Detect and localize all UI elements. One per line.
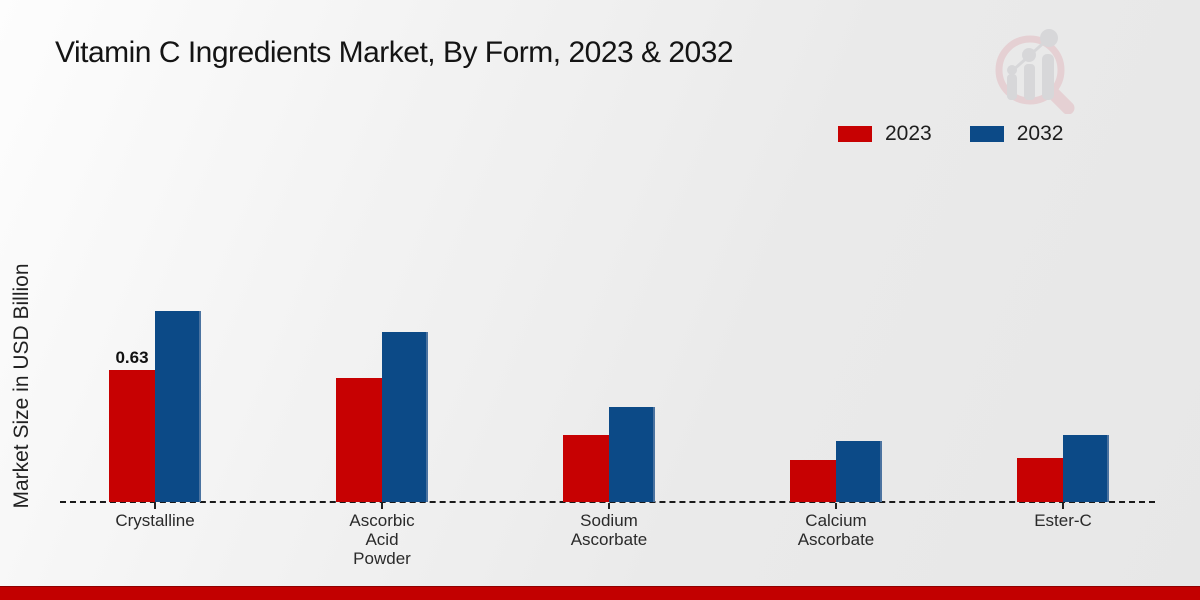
x-axis-category-label: Ascorbic Acid Powder <box>349 511 415 568</box>
legend-swatch-2032 <box>969 126 1004 142</box>
bar-2032-sodium-ascorbate <box>609 407 655 502</box>
bar-2032-ester-c <box>1063 435 1109 502</box>
legend-label-2032: 2032 <box>1016 122 1064 145</box>
x-axis-baseline <box>60 501 1155 503</box>
bar-data-label: 0.63 <box>115 348 149 367</box>
legend-label-2023: 2023 <box>885 122 932 145</box>
x-axis-category-label: Crystalline <box>115 511 195 530</box>
bar-2032-ascorbic-acid-powder <box>382 332 428 502</box>
bar-2023-crystalline <box>109 370 155 502</box>
x-axis-tick <box>835 503 837 509</box>
x-axis-tick <box>1062 503 1064 509</box>
x-axis-tick <box>154 503 156 509</box>
bottom-accent-bar <box>0 586 1200 600</box>
x-axis-category-label: Calcium Ascorbate <box>797 511 875 549</box>
bar-2032-crystalline <box>155 311 201 502</box>
legend-swatch-2023 <box>838 126 872 142</box>
magnifier-bar-chart-logo-icon <box>995 29 1075 114</box>
x-axis-category-label: Ester-C <box>1034 511 1092 530</box>
bar-2023-ester-c <box>1017 458 1063 502</box>
bar-2023-ascorbic-acid-powder <box>336 378 382 502</box>
bar-2023-calcium-ascorbate <box>790 460 836 502</box>
legend: 2023 2032 <box>838 122 1063 146</box>
bar-2023-sodium-ascorbate <box>563 435 609 502</box>
x-axis-category-label: Sodium Ascorbate <box>570 511 648 549</box>
chart-title: Vitamin C Ingredients Market, By Form, 2… <box>55 36 734 69</box>
legend-item-2023: 2023 <box>838 122 932 146</box>
legend-item-2032: 2032 <box>969 122 1064 146</box>
x-axis-tick <box>381 503 383 509</box>
bar-2032-calcium-ascorbate <box>836 441 882 502</box>
x-axis-tick <box>608 503 610 509</box>
